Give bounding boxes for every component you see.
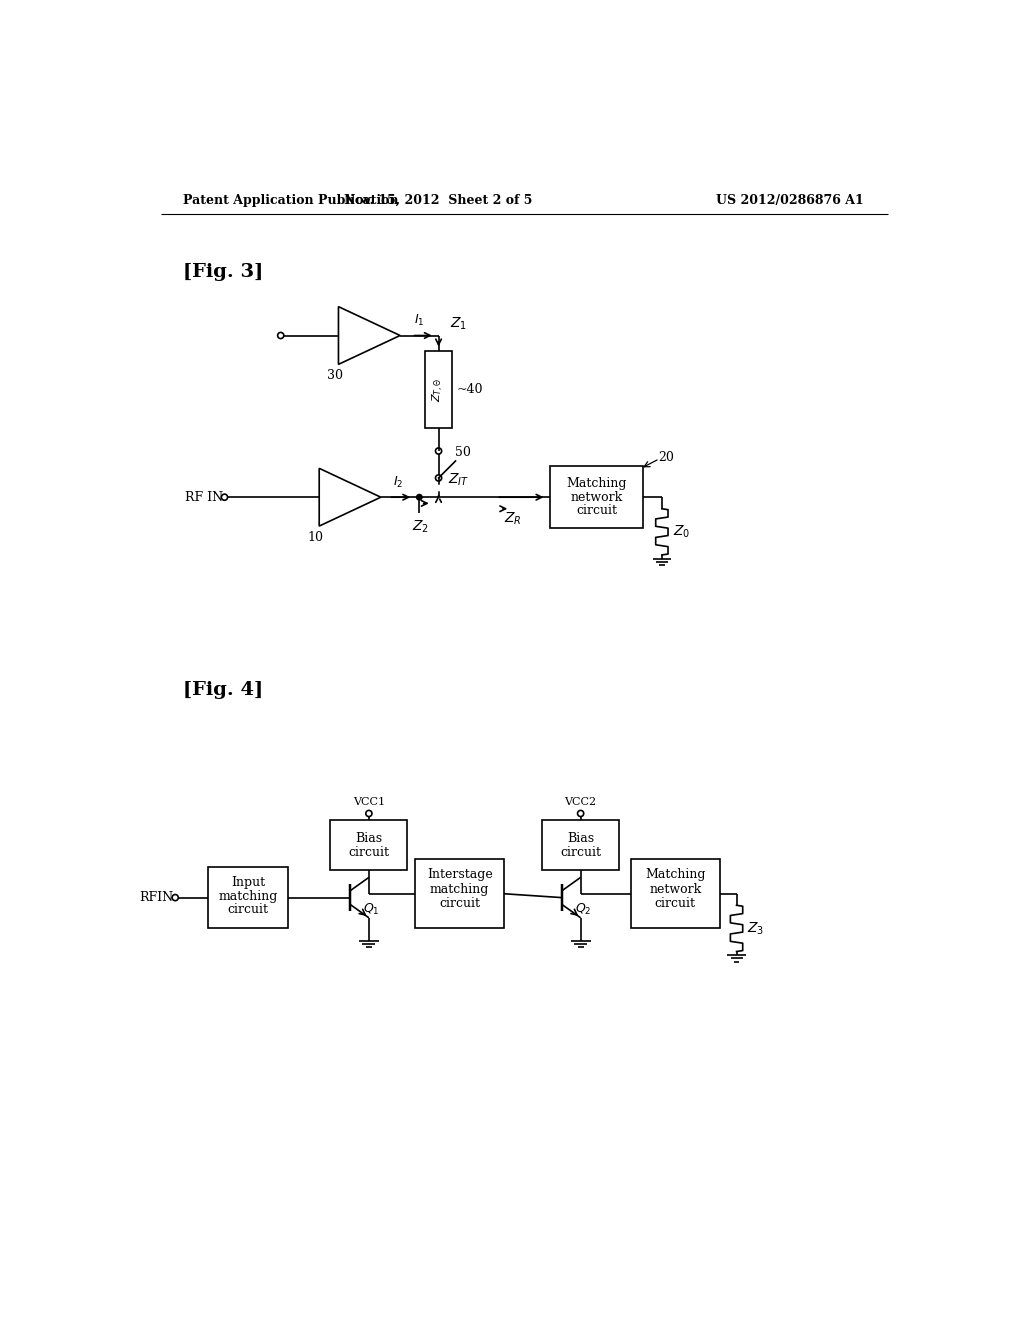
- Text: $Q_1$: $Q_1$: [364, 902, 380, 916]
- Text: [Fig. 4]: [Fig. 4]: [183, 681, 263, 698]
- Text: $Z_2$: $Z_2$: [413, 519, 429, 535]
- Text: circuit: circuit: [227, 903, 268, 916]
- Text: $Q_2$: $Q_2$: [575, 902, 592, 916]
- Text: matching: matching: [430, 883, 489, 896]
- Bar: [631, 859, 720, 928]
- Text: $Z_1$: $Z_1$: [451, 315, 467, 331]
- Text: network: network: [570, 491, 623, 504]
- Text: US 2012/0286876 A1: US 2012/0286876 A1: [716, 194, 863, 207]
- Text: Interstage: Interstage: [427, 869, 493, 880]
- Bar: [542, 820, 620, 870]
- Text: $Z_R$: $Z_R$: [504, 511, 521, 528]
- Text: Matching: Matching: [566, 477, 627, 490]
- Text: network: network: [649, 883, 701, 896]
- Text: Input: Input: [231, 875, 265, 888]
- Text: ~40: ~40: [457, 383, 483, 396]
- Text: 30: 30: [327, 370, 343, 381]
- Text: $I_2$: $I_2$: [392, 474, 402, 490]
- Text: circuit: circuit: [654, 898, 696, 911]
- Text: $Z_3$: $Z_3$: [748, 920, 765, 937]
- Text: RF IN: RF IN: [185, 491, 223, 504]
- Text: 20: 20: [657, 450, 674, 463]
- Text: matching: matching: [218, 890, 278, 903]
- Text: Bias: Bias: [567, 833, 594, 845]
- Text: circuit: circuit: [560, 846, 601, 859]
- Text: Matching: Matching: [645, 869, 706, 880]
- Text: circuit: circuit: [575, 504, 616, 517]
- Text: $I_1$: $I_1$: [414, 313, 425, 327]
- Bar: [416, 859, 504, 928]
- Text: VCC2: VCC2: [564, 797, 597, 808]
- Circle shape: [416, 494, 423, 500]
- Text: $Z_{T,\Theta}$: $Z_{T,\Theta}$: [431, 378, 446, 401]
- Text: [Fig. 3]: [Fig. 3]: [183, 264, 263, 281]
- Text: circuit: circuit: [439, 898, 480, 911]
- Text: $Z_{IT}$: $Z_{IT}$: [447, 471, 469, 488]
- Text: 10: 10: [307, 531, 324, 544]
- Text: $Z_0$: $Z_0$: [673, 524, 690, 540]
- Text: circuit: circuit: [348, 846, 389, 859]
- Bar: [550, 466, 643, 528]
- Text: Bias: Bias: [355, 833, 382, 845]
- Text: RFIN: RFIN: [139, 891, 174, 904]
- Bar: [425, 351, 453, 428]
- Text: VCC1: VCC1: [353, 797, 385, 808]
- Text: Nov. 15, 2012  Sheet 2 of 5: Nov. 15, 2012 Sheet 2 of 5: [344, 194, 532, 207]
- Text: Patent Application Publication: Patent Application Publication: [183, 194, 398, 207]
- Text: 50: 50: [456, 446, 471, 459]
- Bar: [208, 867, 289, 928]
- Bar: [331, 820, 408, 870]
